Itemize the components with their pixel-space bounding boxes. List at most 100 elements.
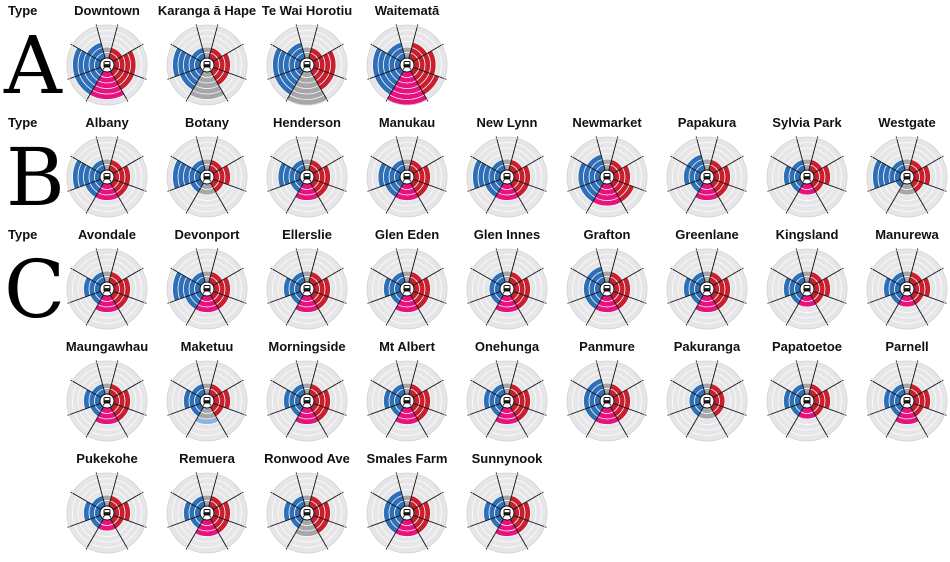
station-chart: Maketuu — [157, 338, 257, 446]
spoke-line — [870, 267, 902, 286]
train-body — [703, 173, 711, 180]
sector-gray — [198, 407, 216, 419]
spoke-line — [213, 514, 247, 528]
spoke-line — [395, 24, 406, 59]
sector-blue — [291, 495, 306, 510]
sector-red — [913, 389, 931, 410]
ring-line — [783, 265, 831, 313]
outer-ring — [166, 24, 248, 106]
sector-blue — [790, 291, 804, 305]
spoke-line — [167, 514, 201, 528]
train-body — [103, 285, 111, 292]
station-name: Te Wai Horotiu — [261, 3, 353, 18]
spoke-line — [295, 248, 306, 283]
spoke-line — [467, 402, 501, 416]
spoke-line — [112, 43, 144, 62]
train-leg-left — [202, 515, 205, 518]
sector-blue — [690, 403, 704, 417]
spoke-line — [667, 290, 701, 304]
spoke-line — [210, 518, 229, 550]
sector-gray — [698, 407, 716, 419]
sector-blue — [286, 42, 306, 62]
sector-blue — [791, 159, 806, 174]
ring-line — [272, 366, 342, 436]
spoke-line — [610, 406, 629, 438]
spoke-line — [195, 248, 206, 283]
ring-line — [388, 270, 426, 308]
ring-line — [588, 270, 626, 308]
sector-blue — [191, 495, 206, 510]
spoke-line — [285, 182, 304, 214]
train-leg-right — [709, 291, 712, 294]
sector-red — [810, 291, 824, 305]
ring-line — [477, 483, 537, 543]
station-chart: Manurewa — [857, 226, 950, 334]
spoke-line — [285, 518, 304, 550]
train-leg-right — [709, 179, 712, 182]
ring-line — [177, 483, 237, 543]
spoke-line — [885, 406, 904, 438]
sector-pink — [798, 407, 816, 419]
spoke-line — [470, 491, 502, 510]
train-leg-left — [302, 179, 305, 182]
ring-line — [872, 366, 942, 436]
spoke-line — [370, 267, 402, 286]
radial-chart — [266, 136, 348, 218]
spoke-line — [610, 182, 629, 214]
station-name: Maketuu — [180, 339, 234, 354]
train-leg-right — [509, 291, 512, 294]
spoke-line — [712, 155, 744, 174]
station-chart: Pakuranga — [657, 338, 757, 446]
sector-red — [513, 389, 531, 410]
sector-red — [713, 165, 731, 186]
spoke-line — [512, 491, 544, 510]
spoke-line — [767, 290, 801, 304]
spoke-line — [595, 248, 606, 283]
spoke-line — [113, 290, 147, 304]
spoke-line — [312, 379, 344, 398]
station-chart: Panmure — [557, 338, 657, 446]
train-icon — [502, 509, 512, 518]
sector-red — [710, 179, 730, 198]
train-icon — [402, 173, 412, 182]
spoke-line — [208, 136, 219, 171]
ring-line — [72, 30, 142, 100]
outer-ring — [266, 472, 348, 554]
station-chart: Smales Farm — [357, 450, 457, 558]
sector-blue — [791, 383, 806, 398]
spoke-line — [470, 155, 502, 174]
ring-line — [494, 276, 520, 302]
sector-red — [810, 179, 824, 193]
spoke-line — [70, 155, 102, 174]
sector-red — [410, 179, 430, 198]
sector-red — [113, 277, 131, 298]
train-leg-right — [609, 179, 612, 182]
station-name: Grafton — [583, 227, 631, 242]
sector-red — [110, 291, 130, 310]
sector-red — [313, 501, 331, 522]
spoke-line — [85, 70, 104, 102]
radial-chart — [166, 24, 248, 106]
radial-chart — [466, 472, 548, 554]
sector-pink — [898, 295, 916, 307]
sector-blue — [490, 515, 504, 529]
ring-line — [283, 265, 331, 313]
outer-ring — [566, 248, 648, 330]
ring-line — [583, 265, 631, 313]
station-name: Botany — [184, 115, 230, 130]
sector-red — [510, 291, 530, 310]
spoke-line — [770, 155, 802, 174]
ring-line — [777, 259, 837, 319]
sector-blue — [586, 154, 606, 174]
spoke-line — [513, 178, 547, 192]
spoke-line — [67, 66, 101, 80]
station-name: Pukekohe — [76, 451, 138, 466]
spoke-line — [212, 491, 244, 510]
ring-line — [894, 276, 920, 302]
train-leg-right — [509, 403, 512, 406]
sector-blue — [183, 501, 201, 522]
train-window — [404, 510, 410, 513]
train-window — [304, 62, 310, 65]
spoke-line — [113, 66, 147, 80]
ring-line — [172, 366, 242, 436]
